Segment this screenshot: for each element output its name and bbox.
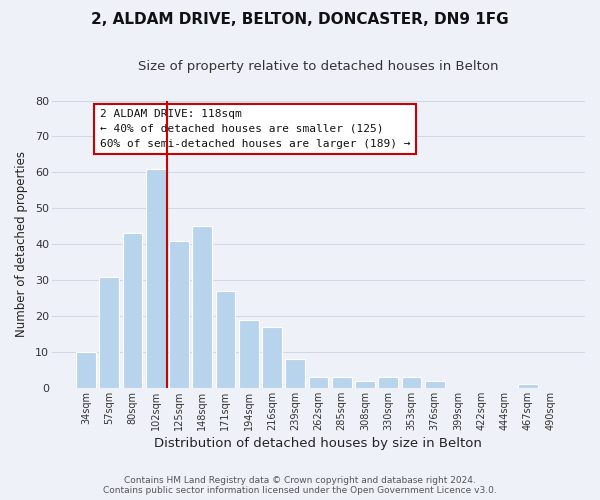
Text: 2, ALDAM DRIVE, BELTON, DONCASTER, DN9 1FG: 2, ALDAM DRIVE, BELTON, DONCASTER, DN9 1… (91, 12, 509, 28)
Y-axis label: Number of detached properties: Number of detached properties (15, 151, 28, 337)
Bar (169, 240, 189, 388)
Bar (239, 320, 259, 388)
Text: 2 ALDAM DRIVE: 118sqm
← 40% of detached houses are smaller (125)
60% of semi-det: 2 ALDAM DRIVE: 118sqm ← 40% of detached … (100, 109, 410, 149)
Bar (262, 327, 282, 388)
Text: Contains HM Land Registry data © Crown copyright and database right 2024.
Contai: Contains HM Land Registry data © Crown c… (103, 476, 497, 495)
Bar (401, 377, 421, 388)
Bar (146, 169, 166, 388)
Bar (518, 384, 538, 388)
Bar (215, 291, 235, 388)
Bar (122, 234, 142, 388)
Bar (100, 276, 119, 388)
Bar (378, 377, 398, 388)
Bar (285, 359, 305, 388)
Bar (76, 352, 96, 388)
Bar (193, 226, 212, 388)
Bar (355, 380, 375, 388)
Bar (332, 377, 352, 388)
Bar (425, 380, 445, 388)
X-axis label: Distribution of detached houses by size in Belton: Distribution of detached houses by size … (154, 437, 482, 450)
Title: Size of property relative to detached houses in Belton: Size of property relative to detached ho… (138, 60, 499, 73)
Bar (308, 377, 328, 388)
